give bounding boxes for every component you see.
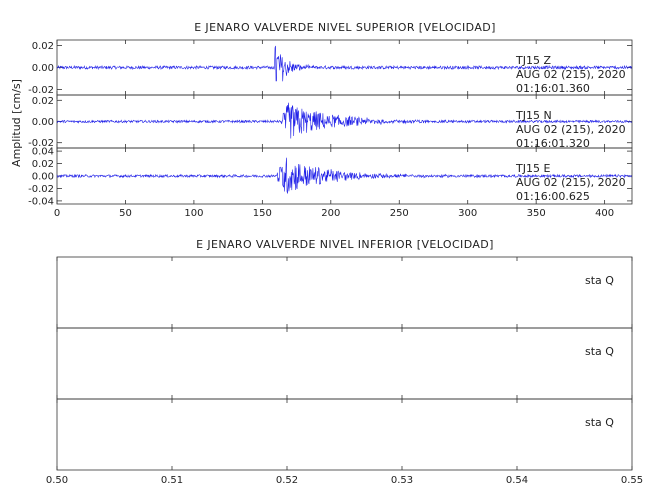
x-tick-label: 0.55	[621, 475, 643, 486]
x-tick-label: 300	[458, 208, 477, 219]
x-tick-label: 200	[321, 208, 340, 219]
panel-frame	[56, 398, 633, 471]
x-tick-label: 150	[253, 208, 272, 219]
panel-frame	[56, 327, 633, 400]
waveform-trace	[56, 157, 632, 194]
x-tick-label: 350	[527, 208, 546, 219]
x-tick-label: 250	[390, 208, 409, 219]
y-tick-label: 0.00	[32, 172, 54, 183]
panel-frame	[56, 256, 633, 329]
y-tick-label: -0.04	[28, 196, 54, 207]
station-label: TJ15 E	[515, 162, 550, 175]
y-tick-label: 0.00	[32, 63, 54, 74]
date-label: AUG 02 (215), 2020	[516, 176, 626, 189]
waveform-trace	[56, 45, 632, 82]
waveform-trace	[56, 102, 632, 139]
y-tick-label: -0.02	[28, 184, 54, 195]
station-label: TJ15 N	[515, 109, 552, 122]
station-placeholder-label: sta Q	[585, 274, 614, 287]
lower-panel-3: sta Q	[56, 398, 633, 471]
date-label: AUG 02 (215), 2020	[516, 123, 626, 136]
upper-chart: E JENARO VALVERDE NIVEL SUPERIOR [VELOCI…	[10, 21, 633, 219]
time-label: 01:16:01.320	[516, 137, 590, 150]
x-tick-label: 0.53	[391, 475, 413, 486]
upper-x-axis: 0 50 100 150 200 250 300 350 400	[54, 208, 614, 219]
y-tick-label: 0.02	[32, 159, 54, 170]
lower-panel-2: sta Q	[56, 327, 633, 400]
y-tick-label: -0.02	[28, 138, 54, 149]
lower-x-axis: 0.50 0.51 0.52 0.53 0.54 0.55	[46, 475, 643, 486]
x-tick-label: 0.50	[46, 475, 68, 486]
lower-panel-1: sta Q	[56, 256, 633, 329]
time-label: 01:16:00.625	[516, 190, 590, 203]
upper-y-axis-label: Amplitud [cm/s]	[10, 79, 23, 167]
y-tick-label: 0.04	[32, 147, 54, 158]
lower-chart: E JENARO VALVERDE NIVEL INFERIOR [VELOCI…	[46, 238, 643, 486]
station-placeholder-label: sta Q	[585, 416, 614, 429]
date-label: AUG 02 (215), 2020	[516, 68, 626, 81]
x-tick-label: 50	[119, 208, 132, 219]
y-tick-label: 0.00	[32, 117, 54, 128]
time-label: 01:16:01.360	[516, 82, 590, 95]
x-tick-label: 0.51	[161, 475, 183, 486]
lower-panels: sta Q sta Q sta Q	[56, 256, 633, 471]
x-tick-label: 0.54	[506, 475, 528, 486]
x-tick-label: 400	[595, 208, 614, 219]
y-tick-label: 0.02	[32, 41, 54, 52]
y-tick-label: 0.02	[32, 96, 54, 107]
x-tick-label: 100	[184, 208, 203, 219]
station-placeholder-label: sta Q	[585, 345, 614, 358]
lower-chart-title: E JENARO VALVERDE NIVEL INFERIOR [VELOCI…	[196, 238, 494, 251]
upper-chart-title: E JENARO VALVERDE NIVEL SUPERIOR [VELOCI…	[194, 21, 496, 34]
x-tick-label: 0.52	[276, 475, 298, 486]
x-tick-label: 0	[54, 208, 60, 219]
y-tick-label: -0.02	[28, 85, 54, 96]
station-label: TJ15 Z	[515, 54, 551, 67]
